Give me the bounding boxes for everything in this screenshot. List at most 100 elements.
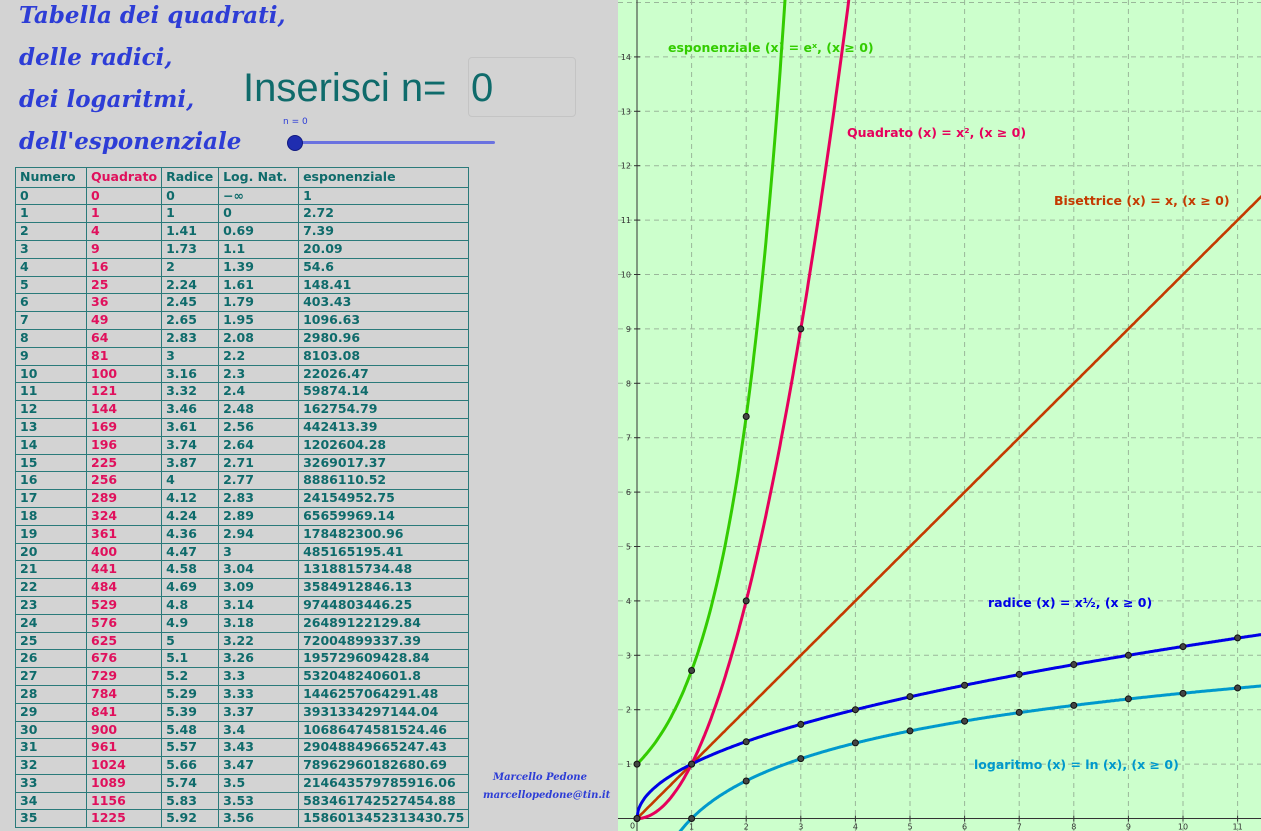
cell-esponenziale: 1318815734.48 [298, 560, 470, 580]
cell-esponenziale: 162754.79 [298, 400, 470, 419]
log-point [1070, 701, 1078, 709]
cell-log: 3.3 [218, 667, 300, 686]
root-curve [635, 633, 1261, 819]
cell-radice: 2.45 [161, 293, 220, 313]
x-tick-label: 6 [962, 823, 967, 831]
cell-log: 3.04 [218, 560, 300, 580]
cell-radice: 4.58 [161, 560, 220, 580]
cell-radice: 2.83 [161, 328, 220, 348]
graph-panel[interactable]: 1 2 3 4 5 6 7 8 9 10 11 1 2 3 4 5 6 7 8 9 10 11 12 13 14 0 esponen… [618, 0, 1261, 831]
cell-numero: 30 [15, 720, 87, 740]
cell-log: 1.61 [218, 275, 300, 295]
cell-numero: 17 [15, 489, 87, 508]
table-row: 23 529 4.8 3.14 9744803446.25 [15, 595, 470, 615]
cell-radice: 4.36 [161, 524, 220, 544]
cell-numero: 1 [15, 204, 87, 224]
cell-quadrato: 576 [85, 613, 163, 633]
cell-log: 3.09 [218, 578, 300, 597]
cell-esponenziale: 9744803446.25 [298, 595, 470, 615]
cell-numero: 3 [15, 239, 87, 259]
root-point [1015, 670, 1023, 678]
cell-numero: 26 [15, 649, 87, 669]
cell-quadrato: 1 [85, 204, 163, 224]
y-tick-label: 8 [626, 379, 631, 388]
header-radice: Radice [161, 167, 220, 188]
cell-numero: 16 [15, 471, 87, 491]
cell-quadrato: 49 [85, 311, 163, 330]
cell-quadrato: 1024 [85, 756, 163, 775]
cell-numero: 0 [15, 186, 87, 206]
cell-quadrato: 64 [85, 328, 163, 348]
y-tick-label: 2 [626, 706, 631, 715]
cell-quadrato: 4 [85, 222, 163, 241]
root-point [1070, 661, 1078, 669]
function-graph[interactable]: 1 2 3 4 5 6 7 8 9 10 1112345678910111213140esponen… [618, 0, 1261, 831]
table-row: 8 64 2.83 2.08 2980.96 [15, 328, 470, 348]
cell-radice: 2.24 [161, 275, 220, 295]
x-tick-label: 8 [1071, 823, 1076, 831]
cell-esponenziale: 3269017.37 [298, 453, 470, 473]
cell-radice: 3.74 [161, 435, 220, 455]
cell-esponenziale: 8886110.52 [298, 471, 470, 491]
cell-esponenziale: 26489122129.84 [298, 613, 470, 633]
cell-esponenziale: 65659969.14 [298, 506, 470, 526]
square-label: Quadrato (x) = x², (x ≥ 0) [847, 125, 1026, 140]
bisector-label: Bisettrice (x) = x, (x ≥ 0) [1054, 193, 1230, 208]
root-point [688, 760, 696, 768]
y-tick-label: 14 [621, 53, 631, 62]
cell-log: 1.1 [218, 239, 300, 259]
input-n-value[interactable]: 0 [471, 66, 494, 110]
table-row: 15 225 3.87 2.71 3269017.37 [15, 453, 470, 473]
table-row: 27 729 5.2 3.3 532048240601.8 [15, 667, 470, 686]
cell-quadrato: 169 [85, 417, 163, 437]
cell-radice: 5.83 [161, 791, 220, 811]
cell-numero: 24 [15, 613, 87, 633]
slider-n-knob[interactable] [287, 135, 303, 151]
cell-radice: 3.61 [161, 417, 220, 437]
cell-quadrato: 529 [85, 595, 163, 615]
cell-radice: 4.47 [161, 542, 220, 562]
table-row: 0 0 0 −∞ 1 [15, 186, 470, 206]
table-body: 0 0 0 −∞ 1 1 1 1 0 2.72 2 4 1.41 0.69 7.39 3 9 1.73 1.1 20.… [15, 186, 470, 829]
root-point [851, 706, 859, 714]
cell-radice: 5.1 [161, 649, 220, 669]
cell-numero: 5 [15, 275, 87, 295]
log-point [851, 739, 859, 747]
exp-curve [635, 0, 787, 766]
square-point [742, 597, 750, 605]
cell-log: 2.83 [218, 489, 300, 508]
cell-numero: 32 [15, 756, 87, 775]
header-esponenziale: esponenziale [298, 167, 470, 188]
x-tick-label: 11 [1233, 823, 1243, 831]
input-n-field[interactable] [468, 57, 576, 117]
cell-log: 1.39 [218, 257, 300, 277]
root-point [633, 815, 641, 822]
values-table: Numero Quadrato Radice Log. Nat. esponen… [15, 167, 470, 829]
cell-esponenziale: 1446257064291.48 [298, 684, 470, 704]
cell-esponenziale: 403.43 [298, 293, 470, 313]
cell-numero: 34 [15, 791, 87, 811]
cell-quadrato: 1225 [85, 809, 163, 829]
cell-esponenziale: 442413.39 [298, 417, 470, 437]
cell-radice: 4.69 [161, 578, 220, 597]
cell-numero: 15 [15, 453, 87, 473]
table-row: 35 1225 5.92 3.56 1586013452313430.75 [15, 809, 470, 829]
title-line-3: dei logaritmi, [19, 86, 195, 113]
cell-radice: 3.16 [161, 364, 220, 384]
slider-n-track[interactable] [294, 141, 495, 144]
y-tick-label: 9 [626, 325, 631, 334]
cell-quadrato: 289 [85, 489, 163, 508]
cell-quadrato: 9 [85, 239, 163, 259]
cell-quadrato: 196 [85, 435, 163, 455]
cell-quadrato: 0 [85, 186, 163, 206]
log-point [688, 815, 696, 822]
cell-numero: 20 [15, 542, 87, 562]
y-tick-label: 3 [626, 651, 631, 660]
y-tick-label: 6 [626, 488, 631, 497]
table-row: 14 196 3.74 2.64 1202604.28 [15, 435, 470, 455]
cell-esponenziale: 148.41 [298, 275, 470, 295]
cell-quadrato: 961 [85, 738, 163, 758]
cell-quadrato: 16 [85, 257, 163, 277]
cell-quadrato: 676 [85, 649, 163, 669]
cell-numero: 7 [15, 311, 87, 330]
